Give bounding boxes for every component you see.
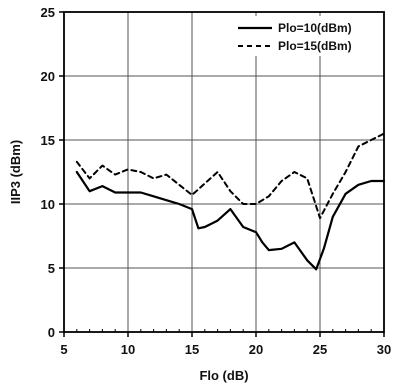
- x-tick-label: 25: [313, 342, 327, 357]
- y-axis-title: IIP3 (dBm): [8, 140, 23, 204]
- grid-lines: [64, 12, 384, 332]
- plot-area-frame: [63, 11, 385, 333]
- x-tick-label: 20: [249, 342, 263, 357]
- y-tick-label: 5: [48, 261, 55, 276]
- x-tick-label: 30: [377, 342, 391, 357]
- y-tick-label: 20: [41, 69, 55, 84]
- x-tick-label: 15: [185, 342, 199, 357]
- y-tick-label: 25: [41, 5, 55, 20]
- x-tick-label: 10: [121, 342, 135, 357]
- series-line-plo10: [75, 170, 386, 271]
- legend-background: [234, 16, 379, 56]
- legend-label-plo10: Plo=10(dBm): [278, 21, 352, 35]
- x-tick-label: 5: [60, 342, 67, 357]
- legend-label-plo15: Plo=15(dBm): [278, 39, 352, 53]
- y-tick-label: 10: [41, 197, 55, 212]
- y-tick-label: 15: [41, 133, 55, 148]
- y-tick-label: 0: [48, 325, 55, 340]
- series-line-plo15: [75, 132, 385, 220]
- x-axis-title: Flo (dB): [199, 368, 248, 383]
- legend: Plo=10(dBm) Plo=15(dBm): [234, 16, 379, 56]
- data-series: [75, 132, 386, 271]
